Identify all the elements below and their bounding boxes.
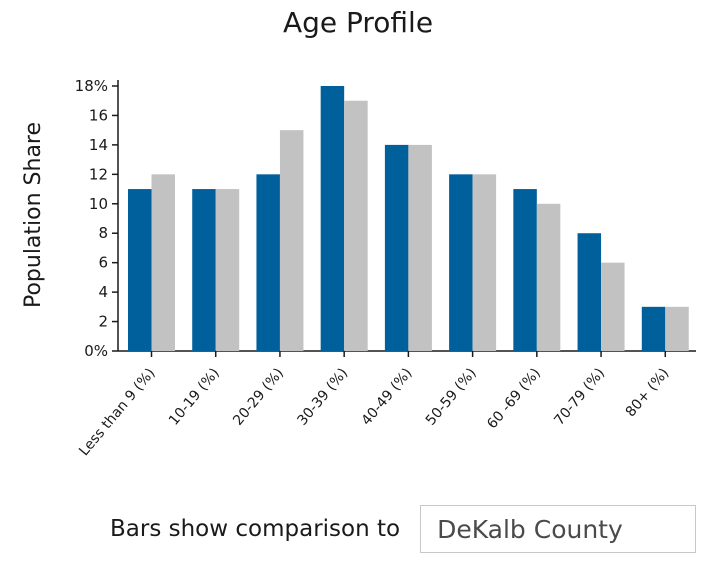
bar-series1-3[interactable] [320, 86, 345, 351]
y-tick-label: 14 [89, 136, 108, 154]
bar-series2-5[interactable] [472, 174, 497, 351]
bar-series1-6[interactable] [513, 189, 537, 351]
y-tick-label: 2 [98, 313, 108, 331]
bar-series1-1[interactable] [192, 189, 216, 351]
x-tick-label: 60 -69 (%) [484, 365, 544, 432]
y-tick-label: 4 [98, 283, 108, 301]
age-profile-chart: Age Profile Population Share 0% 2 4 6 8 10 12 1… [21, 6, 696, 459]
comparison-control: Bars show comparison to DeKalb County [110, 503, 710, 555]
y-axis-label: Population Share [21, 122, 46, 308]
bar-series2-4[interactable] [408, 144, 432, 351]
x-tick-label: 10-19 (%) [166, 365, 223, 428]
bar-series2-6[interactable] [536, 203, 561, 351]
y-tick-label: 8 [98, 224, 108, 242]
x-tick-label: 50-59 (%) [423, 365, 480, 428]
x-tick-label: 80+ (%) [623, 365, 673, 420]
y-tick-label: 18% [75, 77, 108, 95]
bar-series1-4[interactable] [384, 144, 409, 351]
x-tick-label: 70-79 (%) [551, 365, 608, 428]
bar-series2-7[interactable] [601, 262, 625, 351]
y-tick-label: 12 [89, 165, 108, 183]
bar-series1-5[interactable] [449, 174, 473, 351]
bar-series2-0[interactable] [151, 174, 176, 351]
bar-series2-2[interactable] [279, 130, 304, 351]
bar-series2-3[interactable] [344, 100, 368, 351]
bar-series2-1[interactable] [215, 189, 240, 351]
x-ticks: Less than 9 (%) 10-19 (%) 20-29 (%) 30-39 (… [76, 351, 672, 459]
bar-series1-8[interactable] [641, 306, 666, 351]
bars [128, 86, 689, 351]
bar-series1-2[interactable] [256, 174, 280, 351]
y-tick-label: 16 [89, 106, 108, 124]
bar-series1-7[interactable] [577, 233, 602, 351]
x-tick-label: Less than 9 (%) [76, 365, 158, 459]
y-tick-label: 0% [84, 342, 108, 360]
y-tick-label: 10 [89, 195, 108, 213]
bar-series2-8[interactable] [665, 306, 689, 351]
comparison-label: Bars show comparison to [110, 516, 401, 542]
x-tick-label: 20-29 (%) [230, 365, 287, 428]
x-tick-label: 40-49 (%) [359, 365, 416, 428]
comparison-select[interactable]: DeKalb County [420, 505, 697, 553]
chart-title: Age Profile [283, 6, 433, 39]
y-ticks: 0% 2 4 6 8 10 12 14 16 18% [75, 77, 118, 360]
x-tick-label: 30-39 (%) [294, 365, 351, 428]
bar-series1-0[interactable] [128, 189, 152, 351]
y-tick-label: 6 [98, 254, 108, 272]
comparison-selected-value: DeKalb County [437, 514, 623, 544]
